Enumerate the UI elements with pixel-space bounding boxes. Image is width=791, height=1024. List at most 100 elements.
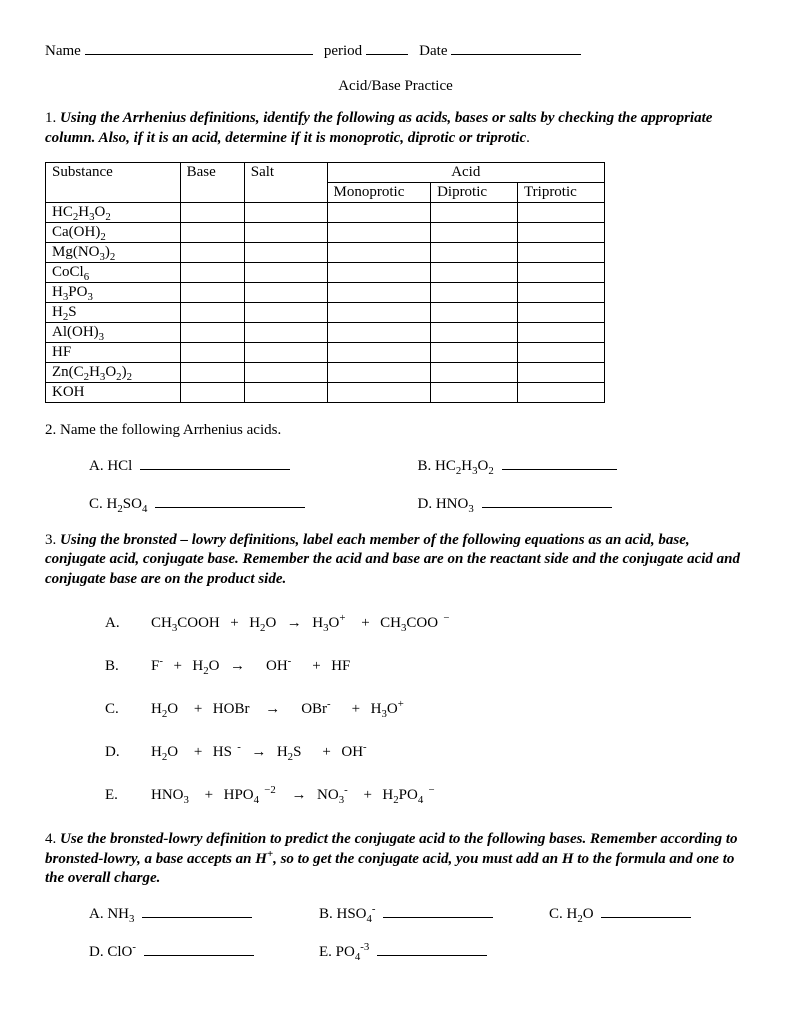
q2-d-blank[interactable]	[482, 493, 612, 508]
check-cell[interactable]	[244, 363, 327, 383]
eqn-label-e: E.	[105, 787, 151, 804]
substance-cell: KOH	[46, 383, 181, 403]
eqn-b: B. F- + H2O → OH- + HF	[105, 658, 746, 675]
col-acid: Acid	[327, 163, 604, 183]
q4-e-blank[interactable]	[377, 941, 487, 956]
check-cell[interactable]	[518, 263, 605, 283]
eqn-body-e: HNO3 + HPO4 −2 → NO3- + H2PO4 −	[151, 787, 746, 804]
check-cell[interactable]	[327, 203, 431, 223]
check-cell[interactable]	[431, 303, 518, 323]
table-row: HC2H3O2	[46, 203, 605, 223]
check-cell[interactable]	[244, 343, 327, 363]
check-cell[interactable]	[327, 243, 431, 263]
check-cell[interactable]	[180, 303, 244, 323]
check-cell[interactable]	[518, 363, 605, 383]
check-cell[interactable]	[244, 263, 327, 283]
check-cell[interactable]	[431, 343, 518, 363]
col-base: Base	[180, 163, 244, 203]
q2-b-blank[interactable]	[502, 455, 617, 470]
table-row: HF	[46, 343, 605, 363]
name-blank[interactable]	[85, 40, 313, 55]
q3-equations: A. CH3COOH + H2O → H3O+ + CH3COO − B. F-…	[45, 615, 746, 804]
q4-b-blank[interactable]	[383, 903, 493, 918]
check-cell[interactable]	[244, 283, 327, 303]
substance-cell: CoCl6	[46, 263, 181, 283]
substance-cell: Al(OH)3	[46, 323, 181, 343]
q2-d: D. HNO3	[418, 493, 747, 513]
col-monoprotic: Monoprotic	[327, 183, 431, 203]
q4-e: E. PO4-3	[319, 941, 549, 961]
check-cell[interactable]	[327, 223, 431, 243]
col-diprotic: Diprotic	[431, 183, 518, 203]
table-header-row-1: Substance Base Salt Acid	[46, 163, 605, 183]
table-row: CoCl6	[46, 263, 605, 283]
q1-prompt: 1. Using the Arrhenius definitions, iden…	[45, 109, 746, 148]
check-cell[interactable]	[180, 343, 244, 363]
q4-prompt: 4. Use the bronsted-lowry definition to …	[45, 830, 746, 889]
check-cell[interactable]	[180, 283, 244, 303]
check-cell[interactable]	[244, 223, 327, 243]
eqn-label-a: A.	[105, 615, 151, 632]
q2-a-blank[interactable]	[140, 455, 290, 470]
q3-prompt: 3. Using the bronsted – lowry definition…	[45, 531, 746, 590]
check-cell[interactable]	[327, 263, 431, 283]
check-cell[interactable]	[180, 243, 244, 263]
check-cell[interactable]	[327, 343, 431, 363]
table-row: Ca(OH)2	[46, 223, 605, 243]
q4-c-blank[interactable]	[601, 903, 691, 918]
substance-cell: Zn(C2H3O2)2	[46, 363, 181, 383]
check-cell[interactable]	[431, 283, 518, 303]
q1-number: 1.	[45, 110, 56, 126]
check-cell[interactable]	[431, 263, 518, 283]
substance-cell: H2S	[46, 303, 181, 323]
check-cell[interactable]	[180, 203, 244, 223]
check-cell[interactable]	[327, 323, 431, 343]
check-cell[interactable]	[518, 343, 605, 363]
check-cell[interactable]	[518, 323, 605, 343]
table-row: H2S	[46, 303, 605, 323]
check-cell[interactable]	[180, 323, 244, 343]
q4-c: C. H2O	[549, 903, 746, 923]
check-cell[interactable]	[518, 203, 605, 223]
q2-c-blank[interactable]	[155, 493, 305, 508]
check-cell[interactable]	[431, 223, 518, 243]
check-cell[interactable]	[431, 323, 518, 343]
check-cell[interactable]	[180, 223, 244, 243]
eqn-label-d: D.	[105, 744, 151, 761]
eqn-label-c: C.	[105, 701, 151, 718]
check-cell[interactable]	[431, 203, 518, 223]
check-cell[interactable]	[431, 383, 518, 403]
check-cell[interactable]	[180, 383, 244, 403]
check-cell[interactable]	[327, 303, 431, 323]
substance-cell: HC2H3O2	[46, 203, 181, 223]
date-blank[interactable]	[451, 40, 581, 55]
eqn-e: E. HNO3 + HPO4 −2 → NO3- + H2PO4 −	[105, 787, 746, 804]
check-cell[interactable]	[180, 263, 244, 283]
check-cell[interactable]	[518, 383, 605, 403]
check-cell[interactable]	[431, 243, 518, 263]
check-cell[interactable]	[244, 243, 327, 263]
q3-instruction: Using the bronsted – lowry definitions, …	[45, 532, 740, 587]
check-cell[interactable]	[431, 363, 518, 383]
check-cell[interactable]	[327, 283, 431, 303]
check-cell[interactable]	[244, 383, 327, 403]
eqn-body-a: CH3COOH + H2O → H3O+ + CH3COO −	[151, 615, 746, 632]
check-cell[interactable]	[518, 303, 605, 323]
check-cell[interactable]	[327, 383, 431, 403]
header-line: Name period Date	[45, 40, 746, 60]
check-cell[interactable]	[180, 363, 244, 383]
check-cell[interactable]	[244, 323, 327, 343]
substance-cell: Mg(NO3)2	[46, 243, 181, 263]
eqn-body-b: F- + H2O → OH- + HF	[151, 658, 746, 675]
check-cell[interactable]	[244, 203, 327, 223]
col-triprotic: Triprotic	[518, 183, 605, 203]
period-blank[interactable]	[366, 40, 408, 55]
check-cell[interactable]	[518, 243, 605, 263]
check-cell[interactable]	[327, 363, 431, 383]
q4-d-blank[interactable]	[144, 941, 254, 956]
check-cell[interactable]	[518, 223, 605, 243]
name-label: Name	[45, 43, 81, 59]
check-cell[interactable]	[518, 283, 605, 303]
check-cell[interactable]	[244, 303, 327, 323]
q4-a-blank[interactable]	[142, 903, 252, 918]
